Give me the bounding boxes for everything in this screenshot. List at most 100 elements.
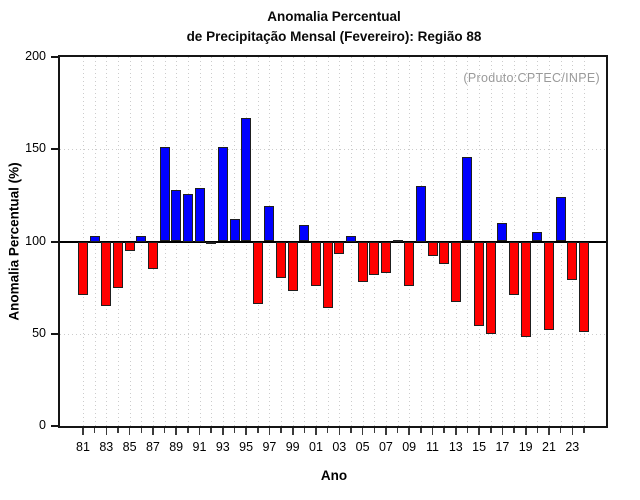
x-axis-tick xyxy=(525,428,527,435)
x-axis-tick xyxy=(466,428,469,433)
x-axis-tick xyxy=(292,428,294,435)
x-axis-tick xyxy=(245,428,247,435)
x-axis-tick xyxy=(501,428,504,435)
bar-2022 xyxy=(555,197,566,242)
bar-2021 xyxy=(544,241,554,331)
bar-1992 xyxy=(206,241,217,244)
bar-2008 xyxy=(392,239,403,242)
x-axis-tick-label: 09 xyxy=(402,440,417,454)
bar-1995 xyxy=(241,117,252,242)
y-axis-tick-label: 200 xyxy=(25,49,46,63)
bar-1998 xyxy=(276,241,287,279)
x-axis-tick xyxy=(210,428,212,433)
bar-1993 xyxy=(217,147,228,242)
bar-2002 xyxy=(322,241,333,308)
bar-1985 xyxy=(124,241,135,251)
x-axis-tick-label: 21 xyxy=(542,440,556,454)
bar-1986 xyxy=(136,236,147,242)
x-axis-tick-label: 17 xyxy=(495,440,510,454)
x-axis-tick-label: 05 xyxy=(355,440,370,454)
x-axis-tick-label: 93 xyxy=(215,440,230,454)
bar-2019 xyxy=(520,241,531,338)
chart-title-line2: de Precipitação Mensal (Fevereiro): Regi… xyxy=(186,28,482,44)
x-axis-tick xyxy=(93,428,96,433)
bar-1988 xyxy=(159,147,170,242)
x-axis-tick xyxy=(187,428,189,433)
x-axis-tick xyxy=(82,428,84,435)
x-axis-tick-label: 81 xyxy=(76,440,90,454)
x-axis-tick xyxy=(128,428,131,435)
y-axis-tick-label: 150 xyxy=(25,141,46,156)
x-axis-tick xyxy=(490,428,492,433)
x-axis-tick xyxy=(396,428,399,433)
bar-2001 xyxy=(311,241,321,286)
y-axis-tick xyxy=(51,56,58,58)
bar-2018 xyxy=(509,241,520,295)
x-axis-tick xyxy=(571,428,573,435)
y-axis-tick xyxy=(51,332,58,335)
x-axis-tick xyxy=(338,428,341,435)
bar-1994 xyxy=(229,219,240,242)
bar-2015 xyxy=(474,241,485,327)
x-axis-tick xyxy=(152,428,154,435)
baseline-100 xyxy=(60,240,606,243)
bar-2020 xyxy=(532,232,543,242)
x-axis-tick xyxy=(233,428,236,433)
gridline-horizontal xyxy=(60,149,606,151)
x-axis-tick xyxy=(583,428,585,433)
x-axis-tick xyxy=(268,428,271,435)
bar-2014 xyxy=(462,156,473,242)
bar-1999 xyxy=(287,241,298,292)
x-axis-tick xyxy=(431,428,434,435)
chart-title-line1: Anomalia Percentual xyxy=(267,9,401,24)
chart-title: Anomalia Percentual de Precipitação Mens… xyxy=(60,7,608,46)
bar-1983 xyxy=(101,241,112,307)
bar-2024 xyxy=(579,241,589,332)
bar-1997 xyxy=(264,206,275,242)
y-axis-tick-label: 0 xyxy=(39,418,46,432)
x-axis-tick xyxy=(303,428,306,433)
x-axis-tick-label: 95 xyxy=(239,440,254,454)
x-axis-tick xyxy=(373,428,375,433)
x-axis-tick-label: 91 xyxy=(192,440,207,454)
x-axis-tick-label: 23 xyxy=(565,440,580,454)
x-axis-tick xyxy=(443,428,445,433)
x-axis-tick xyxy=(140,428,142,433)
y-axis-tick xyxy=(51,240,58,243)
bar-2023 xyxy=(567,241,578,281)
x-axis-tick-label: 15 xyxy=(472,440,487,454)
x-axis-tick xyxy=(361,428,364,435)
x-axis-tick xyxy=(420,428,422,433)
bar-2004 xyxy=(345,236,356,242)
bar-1989 xyxy=(171,189,182,242)
y-axis-tick-label: 100 xyxy=(25,233,46,248)
bar-1981 xyxy=(78,241,88,295)
bar-2010 xyxy=(415,186,426,242)
x-axis-tick-label: 99 xyxy=(285,440,300,454)
bar-1987 xyxy=(147,241,158,270)
bar-2009 xyxy=(404,241,415,286)
x-axis-tick xyxy=(222,428,224,435)
bar-2005 xyxy=(357,241,368,283)
x-axis-tick xyxy=(478,428,480,435)
x-axis-tick xyxy=(536,428,539,433)
source-annotation: (Produto:CPTEC/INPE) xyxy=(463,71,600,85)
y-axis-tick-label: 50 xyxy=(32,325,46,340)
x-axis-tick xyxy=(117,428,119,433)
x-axis-tick xyxy=(163,428,166,433)
bar-1990 xyxy=(182,193,193,242)
x-axis-tick-label: 83 xyxy=(99,440,114,454)
bar-2017 xyxy=(497,223,508,242)
x-axis-tick xyxy=(198,428,201,435)
x-axis-tick xyxy=(350,428,352,433)
bar-1991 xyxy=(194,188,205,242)
bar-2012 xyxy=(439,241,450,264)
y-axis-tick xyxy=(51,425,58,427)
bar-2007 xyxy=(380,241,391,273)
x-axis-tick xyxy=(257,428,259,433)
gridline-horizontal xyxy=(60,333,606,335)
x-axis-tick-label: 13 xyxy=(448,440,463,454)
y-axis-tick xyxy=(51,148,58,151)
x-axis-tick-label: 85 xyxy=(122,440,137,454)
